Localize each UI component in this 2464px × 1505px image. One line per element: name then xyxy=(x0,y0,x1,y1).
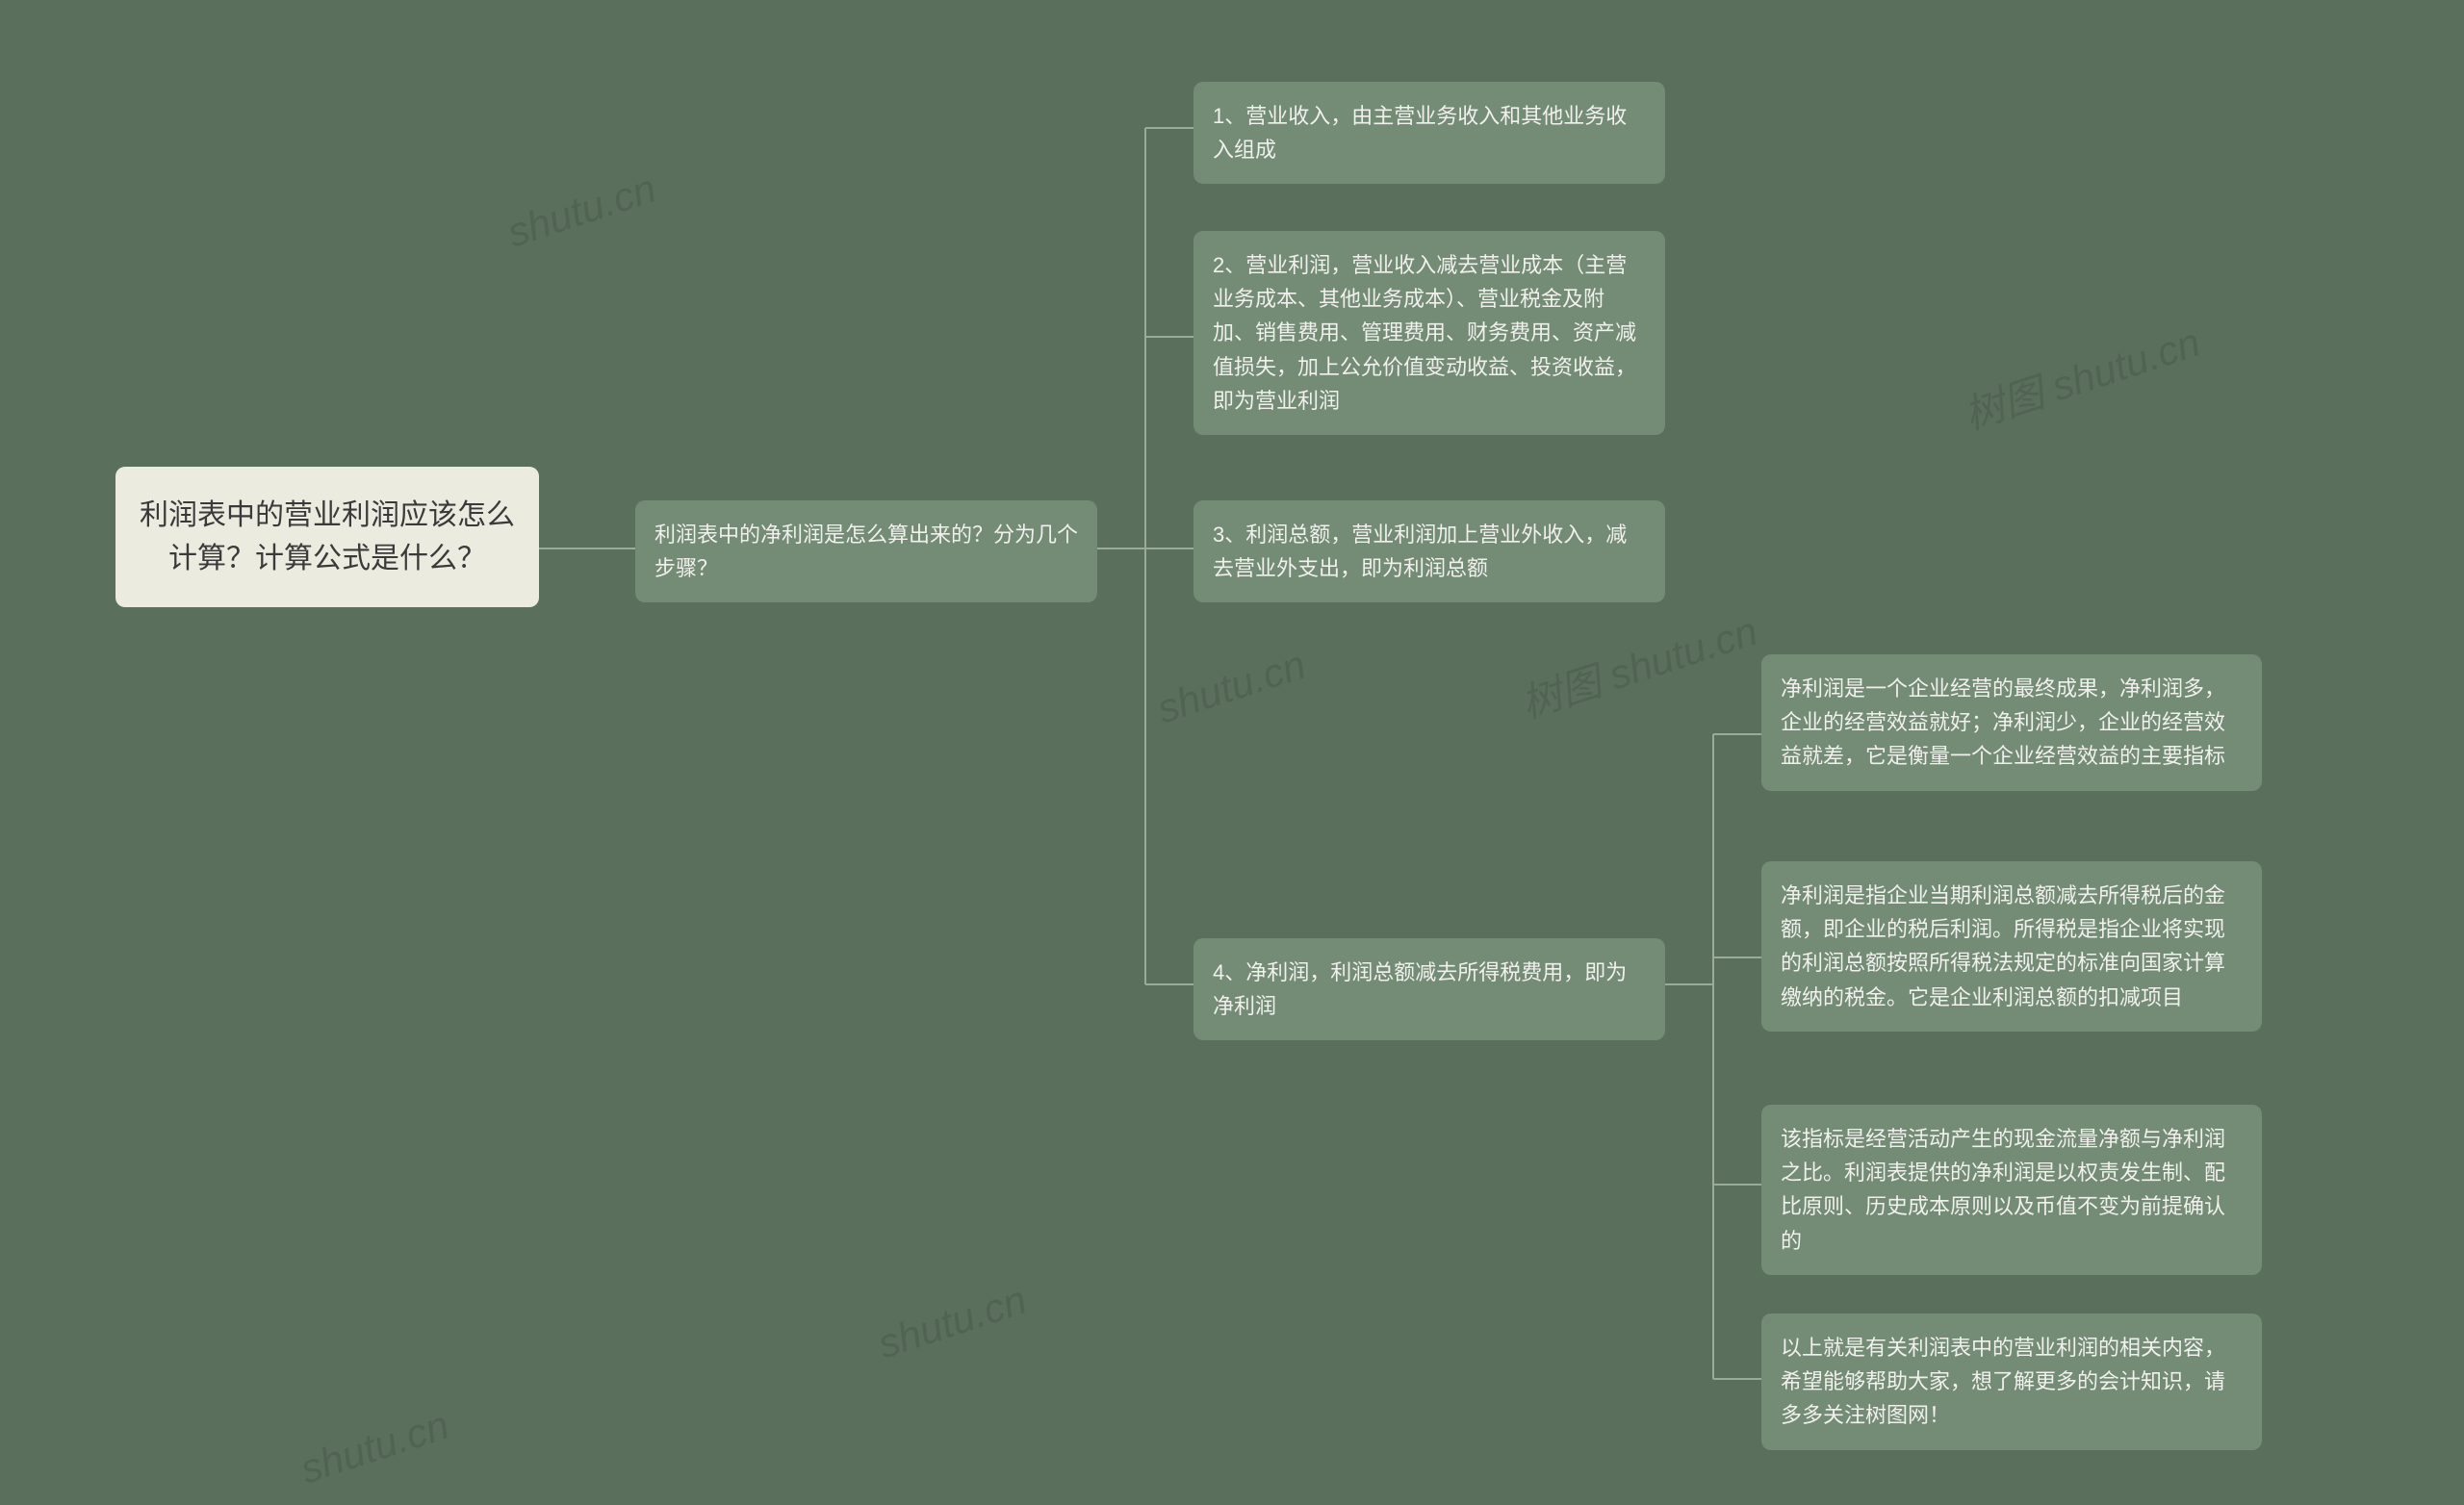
level2-node-2[interactable]: 2、营业利润，营业收入减去营业成本（主营业务成本、其他业务成本）、营业税金及附加… xyxy=(1194,231,1665,435)
level3-node-4-text: 以上就是有关利润表中的营业利润的相关内容，希望能够帮助大家，想了解更多的会计知识… xyxy=(1781,1336,2225,1427)
level2-node-1[interactable]: 1、营业收入，由主营业务收入和其他业务收入组成 xyxy=(1194,82,1665,184)
watermark: shutu.cn xyxy=(295,1402,454,1493)
level3-node-3-text: 该指标是经营活动产生的现金流量净额与净利润之比。利润表提供的净利润是以权责发生制… xyxy=(1781,1127,2225,1253)
watermark: shutu.cn xyxy=(1151,642,1311,733)
level2-node-3-text: 3、利润总额，营业利润加上营业外收入，减去营业外支出，即为利润总额 xyxy=(1213,523,1627,580)
level3-node-1[interactable]: 净利润是一个企业经营的最终成果，净利润多，企业的经营效益就好；净利润少，企业的经… xyxy=(1761,654,2262,791)
watermark: shutu.cn xyxy=(872,1277,1032,1368)
level2-node-1-text: 1、营业收入，由主营业务收入和其他业务收入组成 xyxy=(1213,104,1627,162)
watermark: shutu.cn xyxy=(501,166,661,257)
level3-node-4[interactable]: 以上就是有关利润表中的营业利润的相关内容，希望能够帮助大家，想了解更多的会计知识… xyxy=(1761,1314,2262,1450)
level3-node-1-text: 净利润是一个企业经营的最终成果，净利润多，企业的经营效益就好；净利润少，企业的经… xyxy=(1781,676,2225,768)
level2-node-4-text: 4、净利润，利润总额减去所得税费用，即为净利润 xyxy=(1213,960,1627,1018)
level1-node[interactable]: 利润表中的净利润是怎么算出来的？分为几个步骤？ xyxy=(635,500,1097,602)
level2-node-3[interactable]: 3、利润总额，营业利润加上营业外收入，减去营业外支出，即为利润总额 xyxy=(1194,500,1665,602)
level3-node-2-text: 净利润是指企业当期利润总额减去所得税后的金额，即企业的税后利润。所得税是指企业将… xyxy=(1781,883,2225,1009)
level2-node-4[interactable]: 4、净利润，利润总额减去所得税费用，即为净利润 xyxy=(1194,938,1665,1040)
root-node[interactable]: 利润表中的营业利润应该怎么计算？计算公式是什么？ xyxy=(116,467,539,607)
level1-node-text: 利润表中的净利润是怎么算出来的？分为几个步骤？ xyxy=(654,523,1078,580)
level3-node-2[interactable]: 净利润是指企业当期利润总额减去所得税后的金额，即企业的税后利润。所得税是指企业将… xyxy=(1761,861,2262,1032)
watermark: 树图 shutu.cn xyxy=(1956,310,2207,442)
watermark: 树图 shutu.cn xyxy=(1513,599,1764,730)
level3-node-3[interactable]: 该指标是经营活动产生的现金流量净额与净利润之比。利润表提供的净利润是以权责发生制… xyxy=(1761,1105,2262,1275)
root-node-text: 利润表中的营业利润应该怎么计算？计算公式是什么？ xyxy=(140,499,515,574)
level2-node-2-text: 2、营业利润，营业收入减去营业成本（主营业务成本、其他业务成本）、营业税金及附加… xyxy=(1213,253,1636,413)
